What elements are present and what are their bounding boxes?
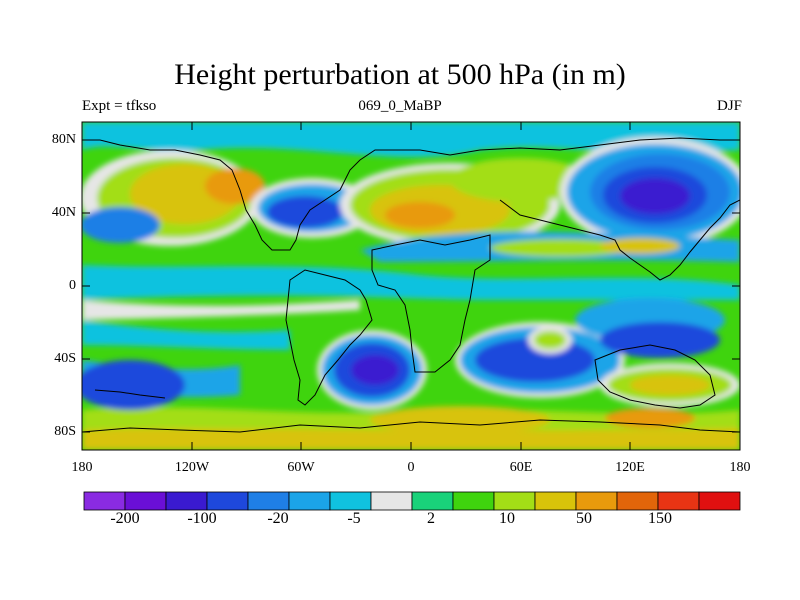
colorbar-swatch <box>165 491 208 511</box>
lat-ticks <box>82 139 740 433</box>
colorbar-swatch <box>452 491 495 511</box>
lon-label-180w: 180 <box>71 460 93 475</box>
colorbar-swatch <box>616 491 659 511</box>
australia-coast <box>594 344 716 409</box>
lon-ticks <box>81 122 631 450</box>
colorbar-swatch <box>657 491 700 511</box>
lon-label-120e: 120E <box>615 460 645 475</box>
colorbar <box>83 491 741 511</box>
s-america-coast <box>285 269 373 406</box>
experiment-label: Expt = tfkso <box>82 98 157 114</box>
n-america-coast <box>82 139 390 251</box>
asia-south-coast <box>499 199 740 281</box>
colorbar-swatch <box>206 491 249 511</box>
lon-label-0: 0 <box>407 460 415 475</box>
colorbar-label: -20 <box>267 510 289 527</box>
africa-coast <box>371 234 491 373</box>
colorbar-swatch <box>329 491 372 511</box>
season-label: DJF <box>716 98 742 114</box>
colorbar-swatch <box>493 491 536 511</box>
colorbar-label: 50 <box>576 510 592 527</box>
lat-label-80s: 80S <box>54 424 76 439</box>
lon-label-60e: 60E <box>509 460 533 475</box>
lon-label-120w: 120W <box>174 460 210 475</box>
colorbar-swatch <box>698 491 741 511</box>
antarctica-coast <box>82 419 740 433</box>
run-label: 069_0_MaBP <box>358 98 442 114</box>
lat-label-40s: 40S <box>54 351 76 366</box>
colorbar-label: 150 <box>648 510 672 527</box>
plot-title: Height perturbation at 500 hPa (in m) <box>174 58 626 91</box>
colorbar-swatch <box>411 491 454 511</box>
colorbar-label: -100 <box>187 510 217 527</box>
colorbar-label: -200 <box>110 510 140 527</box>
colorbar-swatch <box>247 491 290 511</box>
lat-label-40n: 40N <box>51 205 76 220</box>
lon-label-60w: 60W <box>287 460 315 475</box>
colorbar-label: 2 <box>427 510 435 527</box>
lat-label-80n: 80N <box>51 132 76 147</box>
colorbar-swatch <box>370 491 413 511</box>
colorbar-label: 10 <box>499 510 515 527</box>
coastline-outline <box>82 137 740 433</box>
colorbar-swatch <box>288 491 331 511</box>
contour-field <box>82 122 740 450</box>
colorbar-swatch <box>534 491 577 511</box>
s-pacific-coast <box>94 389 166 399</box>
colorbar-swatch <box>124 491 167 511</box>
eurasia-north-coast <box>390 137 740 156</box>
lat-label-eq: 0 <box>69 278 76 293</box>
colorbar-swatch <box>83 491 126 511</box>
colorbar-swatch <box>575 491 618 511</box>
colorbar-label: -5 <box>347 510 361 527</box>
lon-label-180e: 180 <box>729 460 751 475</box>
